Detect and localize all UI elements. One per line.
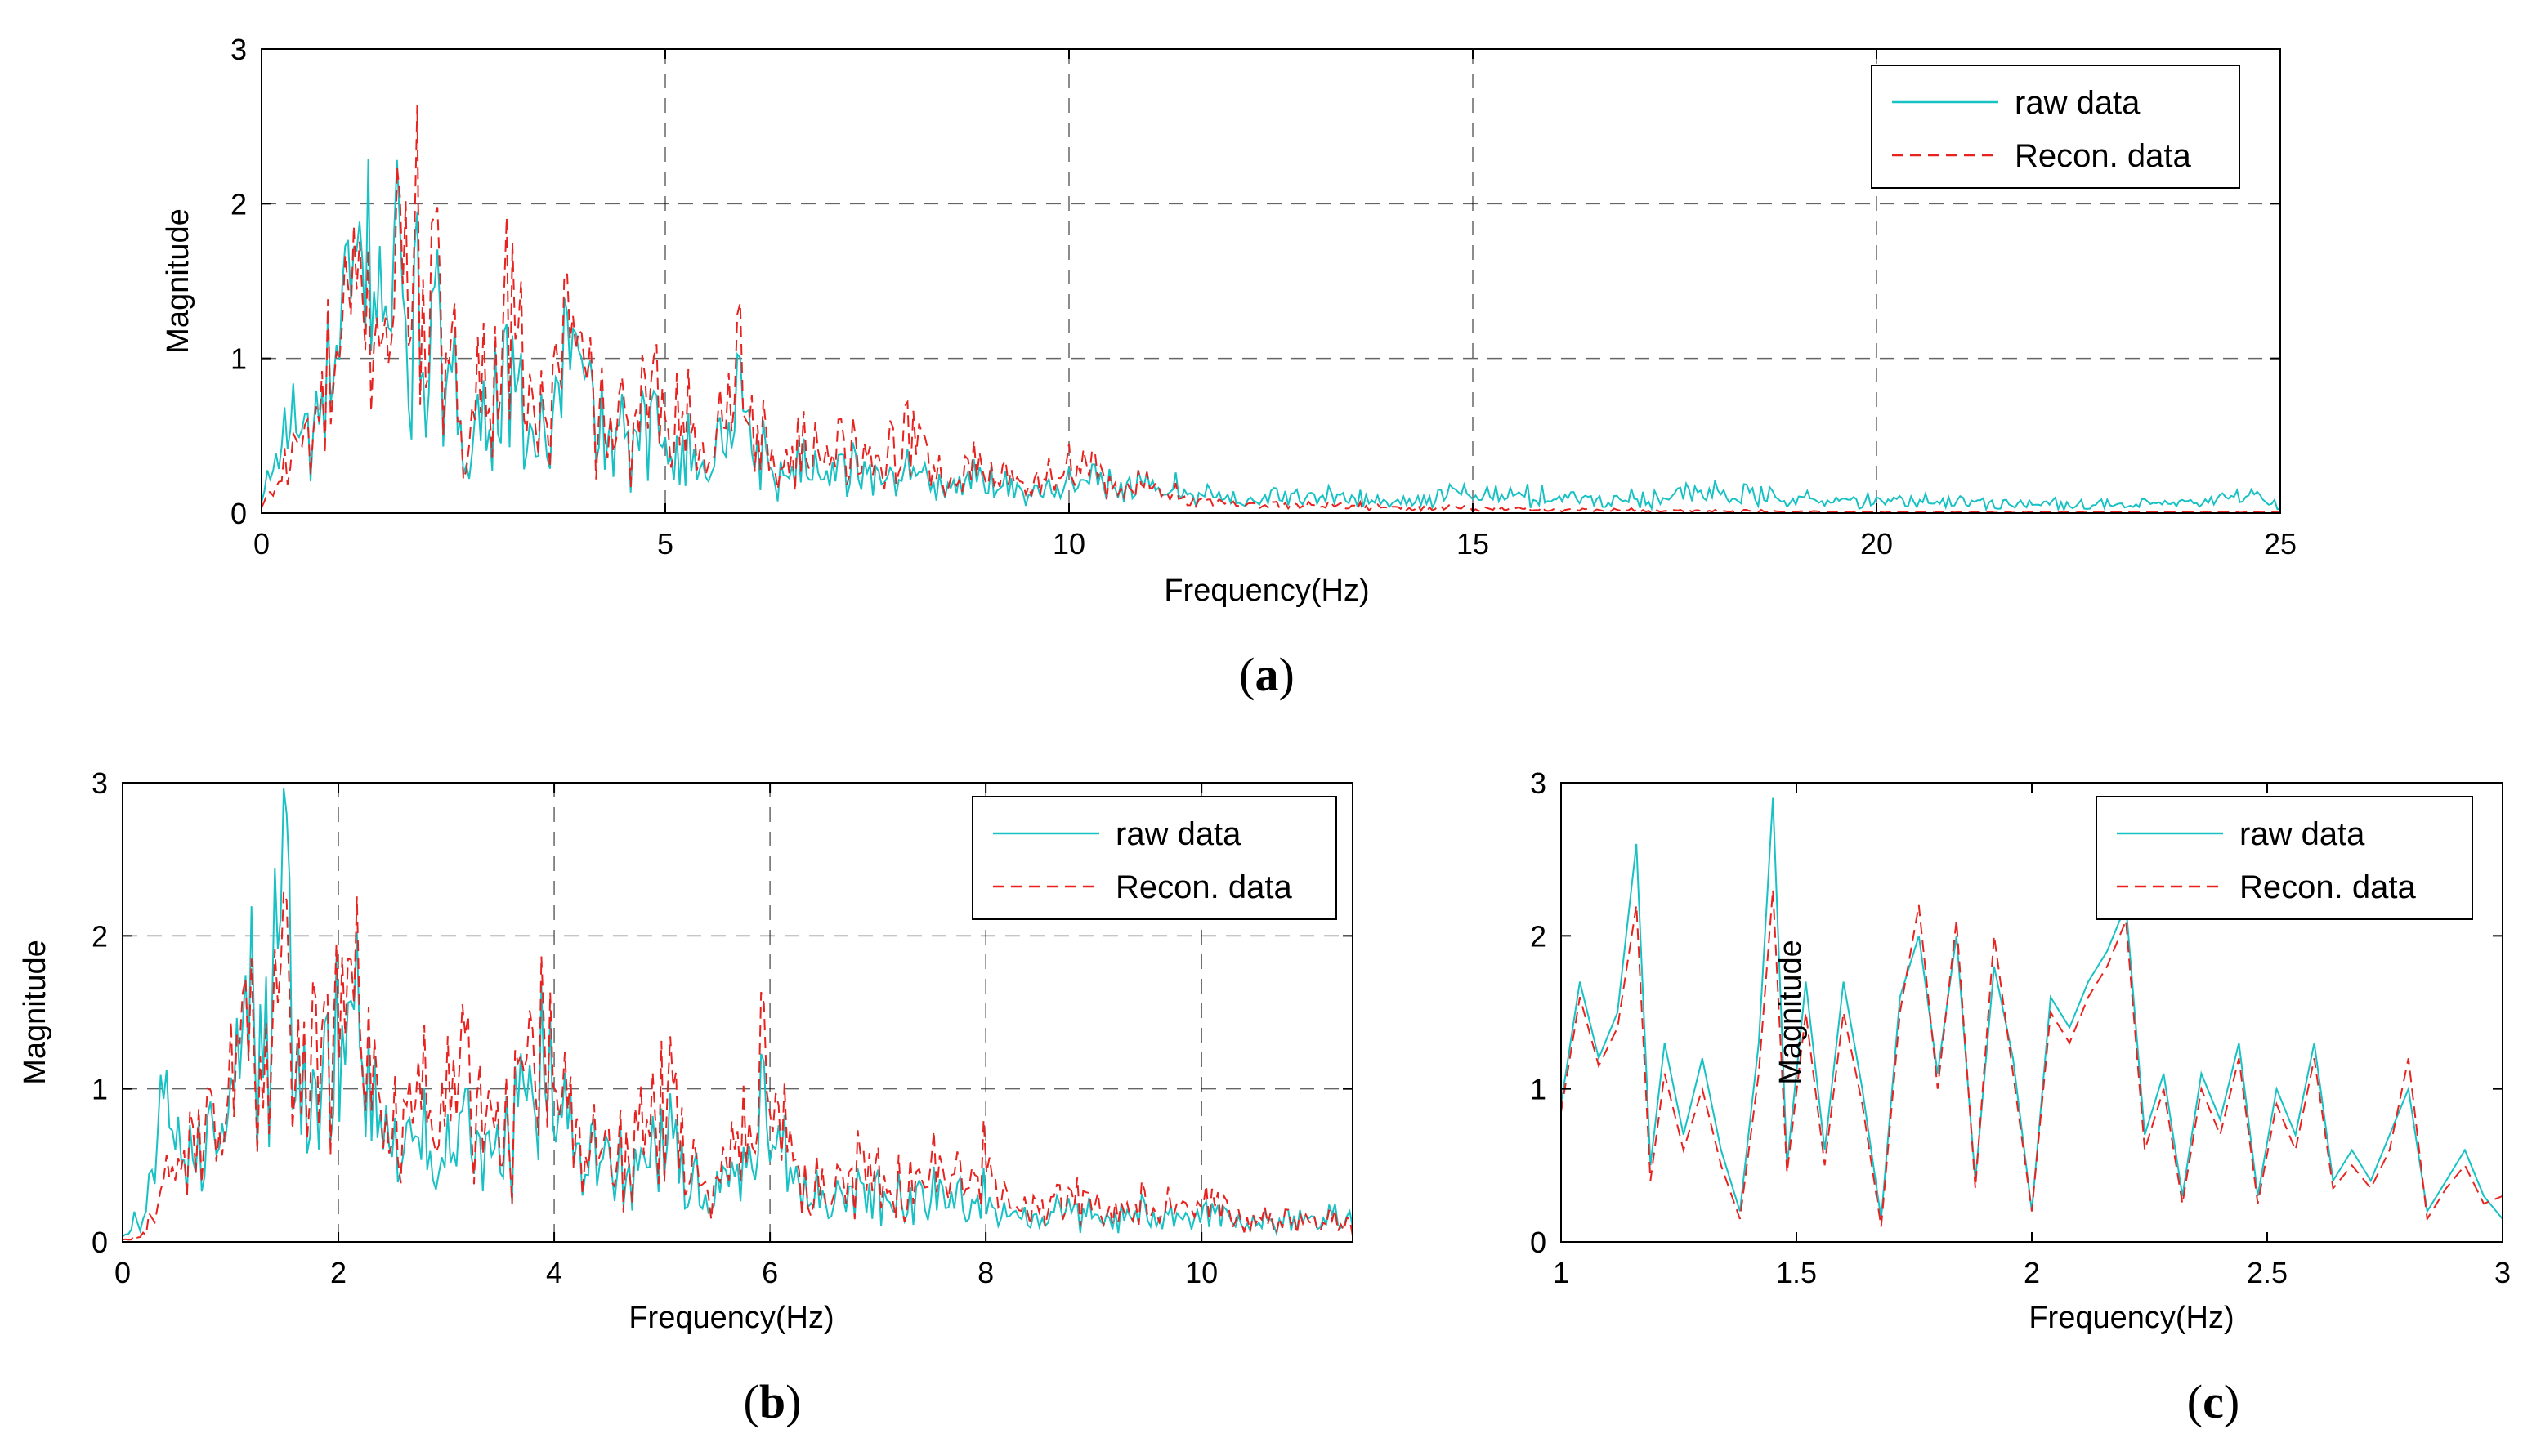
x-tick-label: 8 — [977, 1256, 994, 1289]
chart-a: 0 5 10 15 20 25 0 1 2 3 Frequency(Hz) Magnitude raw … — [161, 33, 2297, 701]
y-axis-label: Magnitude — [1774, 940, 1808, 1084]
x-tick-label: 25 — [2264, 527, 2297, 561]
panel-label-open: ( — [744, 1375, 759, 1428]
y-tick-label: 2 — [1530, 919, 1546, 953]
y-axis-label: Magnitude — [18, 940, 52, 1084]
y-tick-label: 1 — [230, 342, 247, 376]
x-tick-label: 10 — [1053, 527, 1085, 561]
series-line-recon-data — [123, 891, 1353, 1241]
y-tick-label: 1 — [92, 1073, 108, 1106]
legend: raw data Recon. data — [972, 796, 1337, 920]
x-tick-label: 20 — [1860, 527, 1893, 561]
x-tick-label: 4 — [546, 1256, 562, 1289]
legend: raw data Recon. data — [2096, 796, 2473, 920]
y-tick-label: 2 — [92, 919, 108, 953]
y-tick-label: 0 — [92, 1226, 108, 1259]
panel-label-letter: c — [2203, 1375, 2224, 1428]
panel-label-close: ) — [785, 1375, 801, 1428]
series-line-recon-data — [1561, 890, 2503, 1227]
panel-label-open: ( — [2187, 1375, 2203, 1428]
legend-entry-label: raw data — [2239, 816, 2365, 852]
chart-b: 0 2 4 6 8 10 0 1 2 3 Frequency(Hz) Magnitude raw dat… — [18, 766, 1353, 1428]
panel-label: (a) — [1239, 648, 1295, 701]
y-tick-label: 3 — [1530, 766, 1546, 800]
panel-label: (b) — [744, 1375, 802, 1428]
legend-entry-label: Recon. data — [2015, 138, 2191, 174]
x-tick-label: 1 — [1553, 1256, 1569, 1289]
y-tick-label: 1 — [1530, 1073, 1546, 1106]
panel-label: (c) — [2187, 1375, 2239, 1428]
x-tick-label: 10 — [1185, 1256, 1218, 1289]
y-tick-label: 2 — [230, 187, 247, 221]
legend: raw data Recon. data — [1871, 65, 2240, 189]
x-tick-label: 2.5 — [2247, 1256, 2288, 1289]
legend-box — [972, 796, 1337, 920]
legend-entry-label: Recon. data — [2239, 869, 2416, 905]
legend-entry-label: raw data — [2015, 85, 2141, 121]
legend-entry-label: raw data — [1116, 816, 1241, 852]
x-tick-label: 2 — [330, 1256, 347, 1289]
y-tick-label: 0 — [1530, 1226, 1546, 1259]
panel-label-open: ( — [1239, 648, 1255, 701]
panel-label-letter: b — [759, 1375, 785, 1428]
panel-label-close: ) — [2224, 1375, 2239, 1428]
panel-label-close: ) — [1279, 648, 1295, 701]
x-tick-label: 0 — [253, 527, 270, 561]
x-axis-label: Frequency(Hz) — [2029, 1301, 2234, 1335]
x-tick-label: 6 — [762, 1256, 778, 1289]
x-tick-label: 3 — [2494, 1256, 2511, 1289]
y-tick-label: 3 — [92, 766, 108, 800]
x-tick-label: 5 — [657, 527, 673, 561]
legend-box — [1871, 65, 2240, 189]
y-tick-label: 3 — [230, 33, 247, 66]
y-axis-label: Magnitude — [161, 208, 195, 353]
x-axis-label: Frequency(Hz) — [1164, 574, 1369, 608]
x-tick-label: 0 — [114, 1256, 131, 1289]
axes-box — [122, 782, 1353, 1243]
x-axis-label: Frequency(Hz) — [629, 1301, 834, 1335]
x-tick-label: 1.5 — [1776, 1256, 1817, 1289]
series-line-raw-data — [1561, 797, 2503, 1220]
x-tick-label: 15 — [1456, 527, 1489, 561]
legend-box — [2096, 796, 2473, 920]
series-line-recon-data — [262, 105, 2280, 513]
panel-label-letter: a — [1255, 648, 1279, 701]
y-tick-label: 0 — [230, 497, 247, 530]
legend-entry-label: Recon. data — [1116, 869, 1292, 905]
x-tick-label: 2 — [2024, 1256, 2040, 1289]
axes-box — [261, 48, 2281, 514]
